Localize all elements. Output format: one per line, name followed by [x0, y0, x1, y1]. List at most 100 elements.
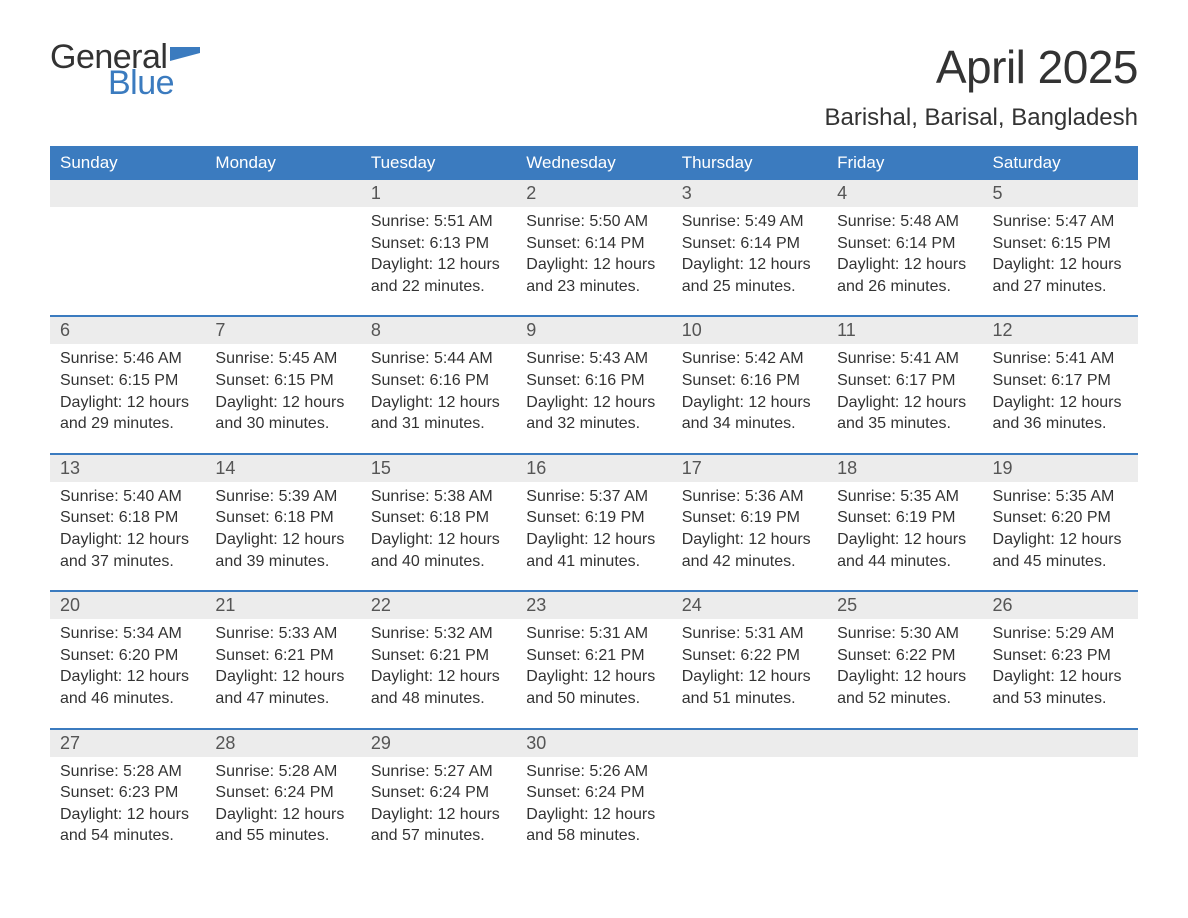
sunrise-line: Sunrise: 5:51 AM	[371, 211, 506, 233]
sunrise-line: Sunrise: 5:31 AM	[526, 623, 661, 645]
sunset-line: Sunset: 6:15 PM	[215, 370, 350, 392]
daylight-line: Daylight: 12 hours and 41 minutes.	[526, 529, 661, 572]
daylight-line: Daylight: 12 hours and 46 minutes.	[60, 666, 195, 709]
sunrise-line: Sunrise: 5:33 AM	[215, 623, 350, 645]
sunset-line: Sunset: 6:22 PM	[837, 645, 972, 667]
daylight-line: Daylight: 12 hours and 47 minutes.	[215, 666, 350, 709]
day-number: 16	[516, 455, 671, 482]
day-number: 18	[827, 455, 982, 482]
weekday-header-cell: Wednesday	[516, 146, 671, 180]
day-content: Sunrise: 5:31 AMSunset: 6:21 PMDaylight:…	[516, 619, 671, 709]
daylight-line: Daylight: 12 hours and 44 minutes.	[837, 529, 972, 572]
daylight-line: Daylight: 12 hours and 31 minutes.	[371, 392, 506, 435]
day-content: Sunrise: 5:41 AMSunset: 6:17 PMDaylight:…	[827, 344, 982, 434]
day-cell: 16Sunrise: 5:37 AMSunset: 6:19 PMDayligh…	[516, 455, 671, 572]
day-number	[672, 730, 827, 757]
day-cell: 5Sunrise: 5:47 AMSunset: 6:15 PMDaylight…	[983, 180, 1138, 297]
day-number: 9	[516, 317, 671, 344]
day-cell: 14Sunrise: 5:39 AMSunset: 6:18 PMDayligh…	[205, 455, 360, 572]
weekday-header-cell: Saturday	[983, 146, 1138, 180]
sunset-line: Sunset: 6:14 PM	[837, 233, 972, 255]
day-cell: 9Sunrise: 5:43 AMSunset: 6:16 PMDaylight…	[516, 317, 671, 434]
sunset-line: Sunset: 6:21 PM	[526, 645, 661, 667]
day-cell: 2Sunrise: 5:50 AMSunset: 6:14 PMDaylight…	[516, 180, 671, 297]
day-number: 1	[361, 180, 516, 207]
daylight-line: Daylight: 12 hours and 57 minutes.	[371, 804, 506, 847]
day-cell	[983, 730, 1138, 847]
sunrise-line: Sunrise: 5:38 AM	[371, 486, 506, 508]
day-content: Sunrise: 5:45 AMSunset: 6:15 PMDaylight:…	[205, 344, 360, 434]
daylight-line: Daylight: 12 hours and 35 minutes.	[837, 392, 972, 435]
day-cell: 3Sunrise: 5:49 AMSunset: 6:14 PMDaylight…	[672, 180, 827, 297]
day-number: 3	[672, 180, 827, 207]
day-content: Sunrise: 5:49 AMSunset: 6:14 PMDaylight:…	[672, 207, 827, 297]
day-cell: 21 Sunrise: 5:33 AMSunset: 6:21 PMDayligh…	[205, 592, 360, 709]
week-row: 1Sunrise: 5:51 AMSunset: 6:13 PMDaylight…	[50, 180, 1138, 297]
title-block: April 2025 Barishal, Barisal, Bangladesh	[824, 40, 1138, 132]
day-number: 28	[205, 730, 360, 757]
daylight-line: Daylight: 12 hours and 51 minutes.	[682, 666, 817, 709]
sunset-line: Sunset: 6:15 PM	[993, 233, 1128, 255]
day-content: Sunrise: 5:41 AMSunset: 6:17 PMDaylight:…	[983, 344, 1138, 434]
day-cell	[50, 180, 205, 297]
logo-flag-icon	[170, 47, 200, 73]
header: General Blue April 2025 Barishal, Barisa…	[50, 40, 1138, 132]
day-content	[672, 757, 827, 761]
day-cell: 13Sunrise: 5:40 AMSunset: 6:18 PMDayligh…	[50, 455, 205, 572]
day-content	[983, 757, 1138, 761]
sunrise-line: Sunrise: 5:31 AM	[682, 623, 817, 645]
day-number: 13	[50, 455, 205, 482]
day-content: Sunrise: 5:42 AMSunset: 6:16 PMDaylight:…	[672, 344, 827, 434]
logo: General Blue	[50, 40, 200, 100]
sunrise-line: Sunrise: 5:45 AM	[215, 348, 350, 370]
week-row: 6Sunrise: 5:46 AMSunset: 6:15 PMDaylight…	[50, 315, 1138, 434]
sunset-line: Sunset: 6:21 PM	[371, 645, 506, 667]
sunrise-line: Sunrise: 5:42 AM	[682, 348, 817, 370]
weekday-header-cell: Thursday	[672, 146, 827, 180]
day-content: Sunrise: 5:28 AMSunset: 6:24 PMDaylight:…	[205, 757, 360, 847]
day-content: Sunrise: 5:51 AMSunset: 6:13 PMDaylight:…	[361, 207, 516, 297]
sunrise-line: Sunrise: 5:43 AM	[526, 348, 661, 370]
day-cell: 19Sunrise: 5:35 AMSunset: 6:20 PMDayligh…	[983, 455, 1138, 572]
day-number: 12	[983, 317, 1138, 344]
daylight-line: Daylight: 12 hours and 23 minutes.	[526, 254, 661, 297]
day-content: Sunrise: 5:43 AMSunset: 6:16 PMDaylight:…	[516, 344, 671, 434]
weekday-header-cell: Sunday	[50, 146, 205, 180]
daylight-line: Daylight: 12 hours and 53 minutes.	[993, 666, 1128, 709]
day-content	[827, 757, 982, 761]
day-content: Sunrise: 5:31 AMSunset: 6:22 PMDaylight:…	[672, 619, 827, 709]
week-row: 13Sunrise: 5:40 AMSunset: 6:18 PMDayligh…	[50, 453, 1138, 572]
sunset-line: Sunset: 6:18 PM	[60, 507, 195, 529]
daylight-line: Daylight: 12 hours and 30 minutes.	[215, 392, 350, 435]
daylight-line: Daylight: 12 hours and 55 minutes.	[215, 804, 350, 847]
day-cell: 15Sunrise: 5:38 AMSunset: 6:18 PMDayligh…	[361, 455, 516, 572]
daylight-line: Daylight: 12 hours and 42 minutes.	[682, 529, 817, 572]
day-number: 24	[672, 592, 827, 619]
sunrise-line: Sunrise: 5:26 AM	[526, 761, 661, 783]
day-number: 14	[205, 455, 360, 482]
sunrise-line: Sunrise: 5:32 AM	[371, 623, 506, 645]
sunrise-line: Sunrise: 5:49 AM	[682, 211, 817, 233]
day-cell: 23Sunrise: 5:31 AMSunset: 6:21 PMDayligh…	[516, 592, 671, 709]
sunset-line: Sunset: 6:14 PM	[682, 233, 817, 255]
day-content: Sunrise: 5:40 AMSunset: 6:18 PMDaylight:…	[50, 482, 205, 572]
day-cell: 18Sunrise: 5:35 AMSunset: 6:19 PMDayligh…	[827, 455, 982, 572]
day-content: Sunrise: 5:37 AMSunset: 6:19 PMDaylight:…	[516, 482, 671, 572]
sunset-line: Sunset: 6:16 PM	[371, 370, 506, 392]
day-number: 10	[672, 317, 827, 344]
sunset-line: Sunset: 6:20 PM	[993, 507, 1128, 529]
day-content: Sunrise: 5:35 AMSunset: 6:19 PMDaylight:…	[827, 482, 982, 572]
sunset-line: Sunset: 6:18 PM	[371, 507, 506, 529]
day-cell: 28Sunrise: 5:28 AMSunset: 6:24 PMDayligh…	[205, 730, 360, 847]
sunrise-line: Sunrise: 5:37 AM	[526, 486, 661, 508]
sunrise-line: Sunrise: 5:35 AM	[993, 486, 1128, 508]
daylight-line: Daylight: 12 hours and 39 minutes.	[215, 529, 350, 572]
daylight-line: Daylight: 12 hours and 52 minutes.	[837, 666, 972, 709]
day-cell: 20Sunrise: 5:34 AMSunset: 6:20 PMDayligh…	[50, 592, 205, 709]
sunrise-line: Sunrise: 5:30 AM	[837, 623, 972, 645]
sunset-line: Sunset: 6:19 PM	[837, 507, 972, 529]
sunrise-line: Sunrise: 5:28 AM	[215, 761, 350, 783]
daylight-line: Daylight: 12 hours and 50 minutes.	[526, 666, 661, 709]
sunset-line: Sunset: 6:21 PM	[215, 645, 350, 667]
day-number: 21	[205, 592, 360, 619]
